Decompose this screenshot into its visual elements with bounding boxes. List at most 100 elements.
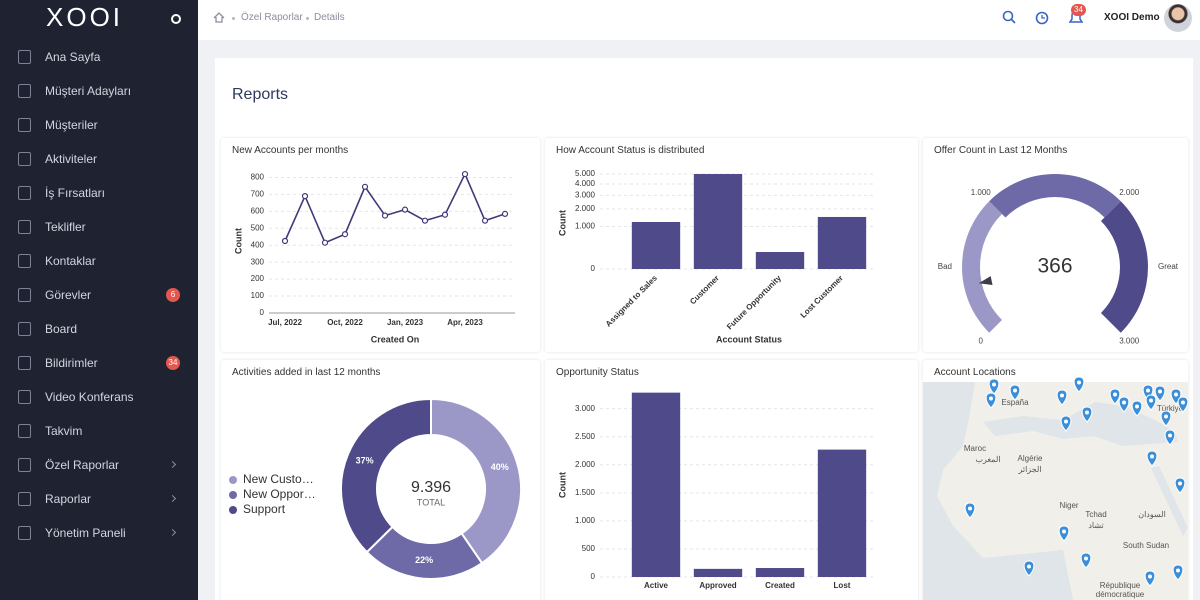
map-pin-dot xyxy=(968,506,972,511)
notification-badge: 34 xyxy=(1071,4,1086,16)
map-label: Maroc xyxy=(964,444,986,453)
slice-label: 40% xyxy=(491,462,509,472)
nav-label: İş Fırsatları xyxy=(45,186,106,200)
y-tick-label: 3.000 xyxy=(575,404,596,413)
nav-item[interactable]: Yönetim Paneli xyxy=(0,516,198,550)
nav-item[interactable]: Ana Sayfa xyxy=(0,40,198,74)
nav-item[interactable]: Raporlar xyxy=(0,482,198,516)
nav-label: Teklifler xyxy=(45,220,86,234)
donut-slice xyxy=(340,397,432,554)
y-tick-label: 700 xyxy=(251,190,265,199)
nav-icon xyxy=(18,152,31,166)
y-tick-label: 0 xyxy=(260,308,265,317)
search-icon[interactable] xyxy=(1002,10,1014,22)
map-pin-dot xyxy=(1176,568,1180,573)
map-pin-dot xyxy=(1168,433,1172,438)
nav-item[interactable]: Board xyxy=(0,312,198,346)
bar xyxy=(817,216,867,269)
nav-icon xyxy=(18,492,31,506)
nav-label: Yönetim Paneli xyxy=(45,526,126,540)
band-label: Great xyxy=(1158,262,1179,271)
y-tick-label: 3.000 xyxy=(575,191,596,200)
point xyxy=(501,210,509,217)
nav-badge: 6 xyxy=(166,288,180,302)
nav-label: Müşteriler xyxy=(45,118,98,132)
nav-item[interactable]: Takvim xyxy=(0,414,198,448)
nav-item[interactable]: Özel Raporlar xyxy=(0,448,198,482)
chart: Bad Great 0 1.000 2.000 3.000 366 xyxy=(938,174,1179,345)
nav-icon xyxy=(18,84,31,98)
chart: 0 500 1.000 1.500 2.000 2.500 3.000 Count Active… xyxy=(557,392,873,590)
nav-icon xyxy=(18,288,31,302)
y-tick-label: 1.000 xyxy=(575,222,596,231)
avatar[interactable] xyxy=(1164,4,1192,32)
map-pin-dot xyxy=(1178,481,1182,486)
map-pin-dot xyxy=(1122,400,1126,405)
nav-item[interactable]: Müşteriler xyxy=(0,108,198,142)
map-label: Algérie xyxy=(1018,454,1043,463)
nav-item[interactable]: Video Konferans xyxy=(0,380,198,414)
reports-panel: Reports 0 100 200 300 400 500 600 700 800 Count Cr… xyxy=(215,58,1193,600)
nav-label: Özel Raporlar xyxy=(45,458,120,472)
map-pin-dot xyxy=(989,396,993,401)
gauge-tick-label: 0 xyxy=(979,336,984,345)
home-icon[interactable] xyxy=(213,12,225,23)
map-label: Türkiye xyxy=(1157,404,1184,413)
y-axis-label: Count xyxy=(557,472,567,498)
chart-card: España Türkiye Maroc المغرب Algérie الجزائر Ni… xyxy=(923,360,1188,600)
point xyxy=(441,211,449,218)
bar xyxy=(631,392,681,577)
map-pin-dot xyxy=(1084,556,1088,561)
gauge-band xyxy=(1100,201,1148,333)
nav-label: Aktiviteler xyxy=(45,152,98,166)
legend-swatch xyxy=(229,491,237,499)
chart-card: 0 500 1.000 1.500 2.000 2.500 3.000 Count Active… xyxy=(545,360,918,600)
y-tick-label: 0 xyxy=(591,264,596,273)
nav-label: Kontaklar xyxy=(45,254,96,268)
user-name[interactable]: XOOI Demo xyxy=(1104,12,1160,23)
logo[interactable]: XOOI xyxy=(46,2,124,32)
nav-label: Takvim xyxy=(45,424,83,438)
nav-item[interactable]: Kontaklar xyxy=(0,244,198,278)
nav: Ana Sayfa Müşteri Adayları Müşteriler Aktiv… xyxy=(0,40,198,550)
x-tick-label: Approved xyxy=(699,581,736,590)
gauge-tick-label: 3.000 xyxy=(1119,336,1140,345)
map-pin-dot xyxy=(1085,410,1089,415)
gauge-value: 366 xyxy=(1037,255,1072,278)
y-tick-label: 300 xyxy=(251,257,265,266)
y-tick-label: 2.000 xyxy=(575,204,596,213)
point xyxy=(481,217,489,224)
breadcrumb[interactable]: Özel Raporlar xyxy=(241,12,303,23)
donut-total-caption: TOTAL xyxy=(417,497,445,507)
nav-item[interactable]: Bildirimler 34 xyxy=(0,346,198,380)
point xyxy=(381,212,389,219)
nav-arrow xyxy=(168,494,177,503)
breadcrumb: Details xyxy=(314,12,345,23)
nav-icon xyxy=(18,424,31,438)
nav-item[interactable]: İş Fırsatları xyxy=(0,176,198,210)
gauge-tick-label: 1.000 xyxy=(971,188,992,197)
nav-item[interactable]: Müşteri Adayları xyxy=(0,74,198,108)
x-axis-label: Account Status xyxy=(716,334,782,344)
band-label: Bad xyxy=(938,262,952,271)
x-tick-label: Oct, 2022 xyxy=(327,318,363,327)
x-tick-label: Lost xyxy=(834,581,851,590)
chart-card: 0 100 200 300 400 500 600 700 800 Count Created On… xyxy=(221,138,540,352)
y-tick-label: 400 xyxy=(251,240,265,249)
bar xyxy=(631,221,681,269)
map-pin-dot xyxy=(1146,388,1150,393)
nav-item[interactable]: Görevler 6 xyxy=(0,278,198,312)
nav-item[interactable]: Teklifler xyxy=(0,210,198,244)
chart-title: Account Locations xyxy=(934,367,1016,378)
x-tick-label: Apr, 2023 xyxy=(447,318,483,327)
bar xyxy=(693,568,743,577)
history-icon[interactable] xyxy=(1035,11,1049,25)
chart-title: New Accounts per months xyxy=(232,145,349,156)
y-tick-label: 1.000 xyxy=(575,516,596,525)
y-tick-label: 5.000 xyxy=(575,169,596,178)
nav-item[interactable]: Aktiviteler xyxy=(0,142,198,176)
sidebar-toggle[interactable] xyxy=(171,14,181,24)
nav-label: Ana Sayfa xyxy=(45,50,101,64)
